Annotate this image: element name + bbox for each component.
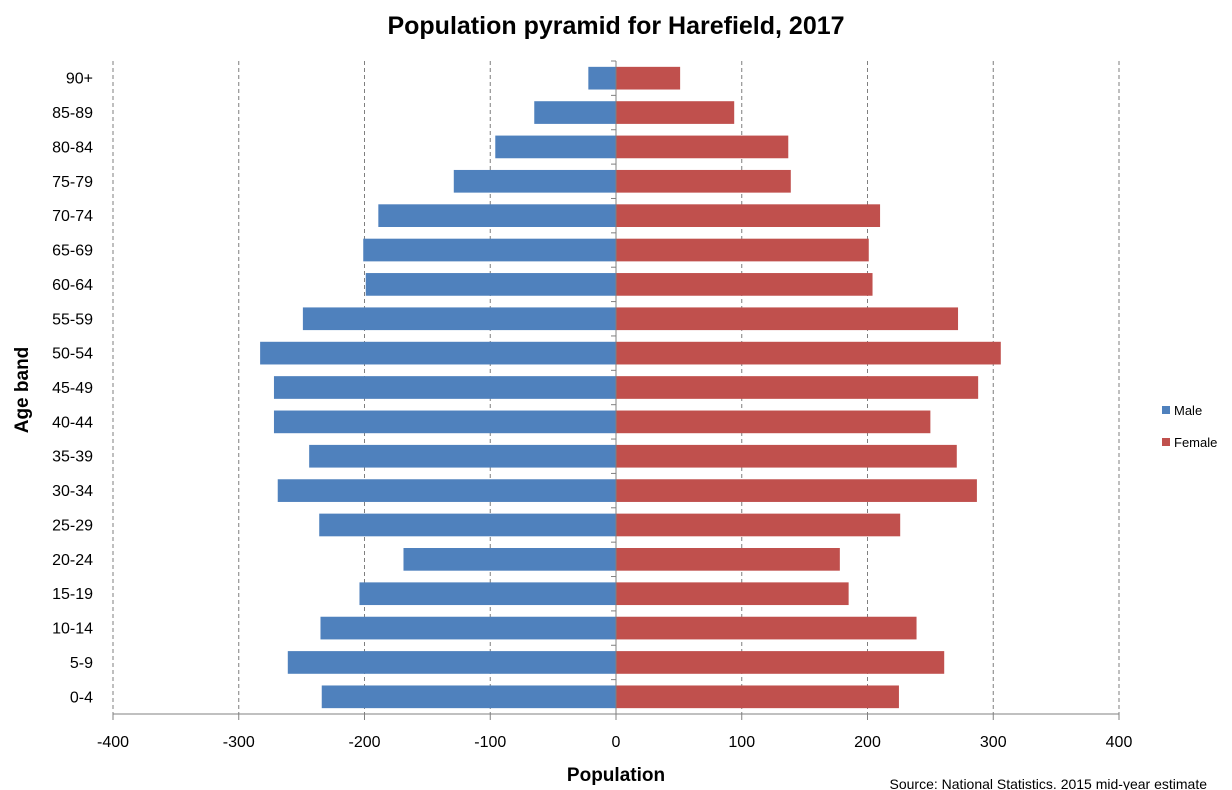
y-tick-label: 10-14 [52,621,93,638]
x-tick-label: 200 [854,734,881,751]
x-tick-label: -400 [97,734,129,751]
legend: Male Female [1162,403,1217,450]
legend-label-female: Female [1174,435,1217,450]
bar-female-10-14 [616,616,917,640]
bar-male-10-14 [320,616,616,640]
x-tick-labels: -400 -300 -200 -100 0 100 200 300 400 [97,734,1132,751]
y-tick-label: 65-69 [52,243,93,260]
x-tick-label: -200 [348,734,380,751]
gridlines [112,61,1120,714]
y-tick-label: 70-74 [52,208,93,225]
bar-male-15-19 [359,582,616,606]
source-note: Source: National Statistics. 2015 mid-ye… [890,776,1208,790]
bar-female-15-19 [616,582,849,606]
x-axis-title: Population [567,765,665,786]
bar-female-65-69 [616,238,869,262]
axes [112,60,1120,720]
y-tick-label: 75-79 [52,174,93,191]
bar-female-5-9 [616,651,945,674]
y-tick-label: 55-59 [52,311,93,328]
y-tick-label: 40-44 [52,414,93,431]
bar-male-75-79 [453,169,616,193]
bar-female-30-34 [616,479,977,502]
chart-title: Population pyramid for Harefield, 2017 [387,12,844,40]
bar-female-45-49 [616,376,979,399]
y-tick-label: 50-54 [52,346,93,363]
y-tick-labels: 0-4 5-9 10-14 15-19 20-24 25-29 30-34 35-39 40-4… [52,71,93,707]
bar-male-85-89 [534,101,616,124]
bar-female-60-64 [616,273,873,296]
y-tick-label: 85-89 [52,105,93,122]
x-tick-label: -100 [474,734,506,751]
bars [260,66,1001,709]
bar-female-0-4 [616,685,899,709]
legend-swatch-female [1162,438,1170,446]
y-axis-title: Age band [12,347,33,434]
bar-female-70-74 [616,204,881,227]
bar-male-50-54 [260,341,616,365]
y-tick-label: 30-34 [52,483,93,500]
bar-female-20-24 [616,548,840,571]
x-tick-label: 400 [1106,734,1133,751]
x-tick-label: 100 [728,734,755,751]
bar-male-80-84 [495,135,616,159]
y-tick-label: 45-49 [52,380,93,397]
bar-male-70-74 [378,204,616,227]
y-tick-label: 0-4 [70,689,93,706]
legend-label-male: Male [1174,403,1202,418]
x-tick-label: 300 [980,734,1007,751]
y-tick-label: 90+ [66,71,93,88]
bar-male-0-4 [321,685,616,709]
bar-male-40-44 [273,410,616,434]
legend-swatch-male [1162,406,1170,414]
bar-male-20-24 [403,548,616,571]
x-tick-label: -300 [223,734,255,751]
x-tick-label: 0 [612,734,621,751]
y-tick-label: 35-39 [52,449,93,466]
bar-female-25-29 [616,513,901,537]
bar-female-75-79 [616,169,791,193]
bar-female-90+ [616,66,681,90]
bar-male-45-49 [273,376,616,399]
bar-female-40-44 [616,410,931,434]
bar-female-35-39 [616,444,957,468]
bar-female-50-54 [616,341,1001,365]
bar-male-65-69 [363,238,616,262]
y-tick-label: 25-29 [52,517,93,534]
y-tick-label: 15-19 [52,586,93,603]
bar-male-35-39 [309,444,616,468]
bar-female-55-59 [616,307,959,331]
y-tick-label: 60-64 [52,277,93,294]
bar-male-30-34 [277,479,616,502]
bar-female-80-84 [616,135,789,159]
bar-male-60-64 [365,273,616,296]
y-tick-label: 80-84 [52,139,93,156]
bar-female-85-89 [616,101,735,124]
bar-male-5-9 [287,651,616,674]
bar-male-90+ [588,66,616,90]
bar-male-55-59 [302,307,616,331]
bar-male-25-29 [319,513,616,537]
y-tick-label: 5-9 [70,655,93,672]
y-tick-label: 20-24 [52,552,93,569]
